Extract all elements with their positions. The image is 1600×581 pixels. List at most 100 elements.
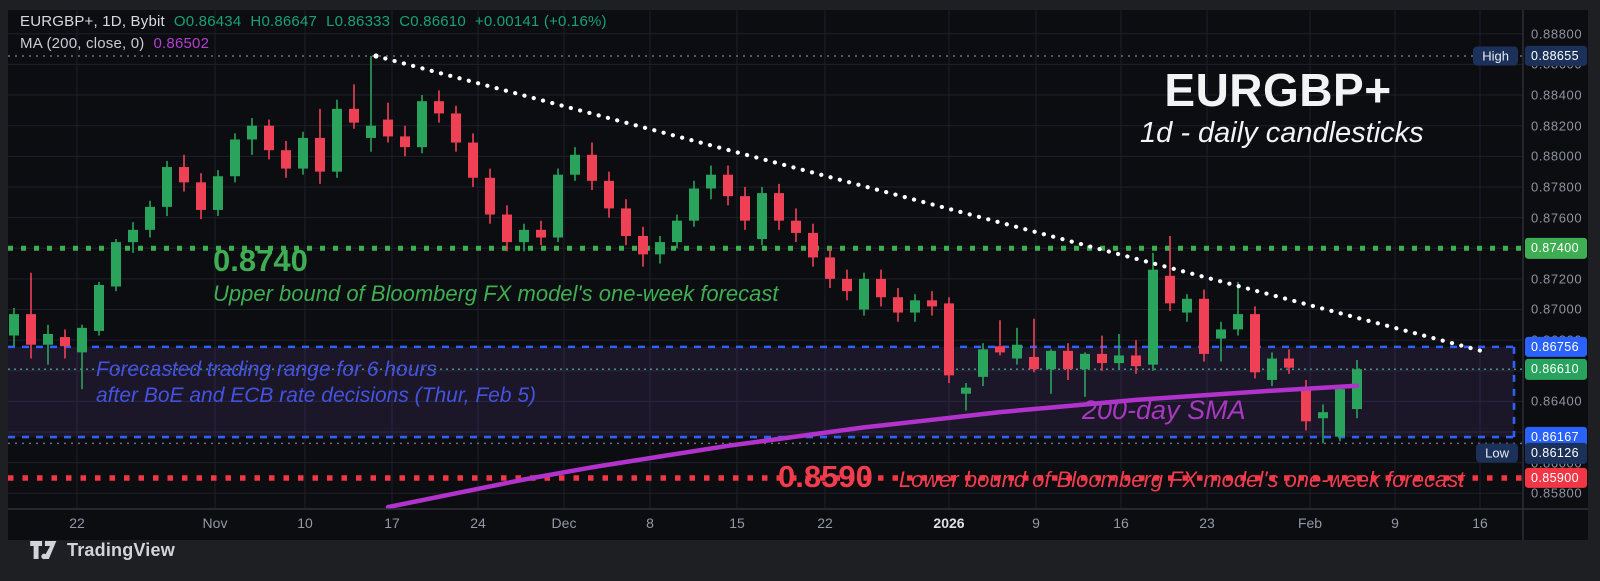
- lower-bound-price: 0.8590: [778, 459, 873, 494]
- candle-body: [553, 174, 563, 238]
- candle-body: [162, 167, 172, 207]
- tradingview-logo-text: TradingView: [67, 540, 175, 560]
- price-badge: 0.86756: [1525, 336, 1587, 358]
- range-box-annotation: Forecasted trading range for 6 hours aft…: [96, 357, 536, 409]
- price-tick: 0.88400: [1531, 87, 1583, 103]
- ohlc-open: O0.86434: [173, 13, 242, 30]
- upper-bound-price: 0.8740: [213, 243, 308, 278]
- price-tick: 0.86400: [1531, 393, 1583, 409]
- tradingview-logo[interactable]: TradingView: [30, 540, 175, 561]
- symbol-legend-row[interactable]: EURGBP+, 1D, Bybit O0.86434 H0.86647 L0.…: [20, 13, 607, 35]
- tradingview-logo-icon: [30, 541, 57, 560]
- ohlc-close: C0.86610: [399, 13, 466, 30]
- time-label: 9: [1391, 515, 1399, 531]
- symbol-legend: EURGBP+, 1D, Bybit O0.86434 H0.86647 L0.…: [20, 13, 607, 57]
- sma-annotation: 200-day SMA: [1082, 395, 1246, 425]
- candle-body: [825, 257, 835, 279]
- price-tick: 0.87200: [1531, 271, 1583, 287]
- candle-body: [808, 232, 818, 258]
- candle-body: [791, 220, 801, 233]
- candle-body: [587, 154, 597, 181]
- candle-body: [1046, 350, 1056, 370]
- low-marker-label: Low: [1476, 443, 1518, 463]
- price-tick: 0.87600: [1531, 210, 1583, 226]
- chart-title-annotation: EURGBP+ 1d - daily candlesticks: [1140, 64, 1424, 150]
- candle-body: [468, 142, 478, 178]
- price-tick: 0.85800: [1531, 485, 1583, 501]
- candle-body: [1301, 389, 1311, 422]
- candle-body: [1114, 355, 1124, 364]
- candle-body: [927, 300, 937, 307]
- candle-body: [213, 176, 223, 210]
- candle-body: [1250, 314, 1260, 373]
- candle-body: [1182, 298, 1192, 313]
- price-tick: 0.88800: [1531, 26, 1583, 42]
- time-label: 22: [817, 515, 833, 531]
- candle-body: [1335, 389, 1345, 437]
- candle-body: [995, 346, 1005, 353]
- candle-body: [1097, 353, 1107, 364]
- ma-value: 0.86502: [153, 35, 210, 52]
- candle-body: [689, 188, 699, 221]
- candle-body: [1318, 412, 1328, 419]
- time-label: 22: [69, 515, 85, 531]
- candle-body: [60, 337, 70, 347]
- candle-body: [128, 229, 138, 243]
- candle-body: [77, 327, 87, 353]
- plot-background: [8, 10, 1588, 540]
- candle-body: [298, 137, 308, 169]
- time-label: 16: [1472, 515, 1488, 531]
- time-label: 10: [297, 515, 313, 531]
- candle-body: [706, 174, 716, 189]
- candle-body: [9, 314, 19, 336]
- chart-title: EURGBP+: [1164, 64, 1392, 116]
- candle-body: [247, 125, 257, 140]
- candle-body: [638, 235, 648, 255]
- candle-body: [536, 229, 546, 238]
- ohlc-low: L0.86333: [326, 13, 391, 30]
- price-badge: 0.87400: [1525, 238, 1587, 259]
- candle-body: [1012, 344, 1022, 359]
- candle-body: [672, 220, 682, 243]
- price-badge: 0.88655: [1525, 45, 1587, 67]
- time-label: 2026: [933, 515, 965, 531]
- time-label: 9: [1032, 515, 1040, 531]
- candle-body: [910, 300, 920, 313]
- candle-body: [502, 214, 512, 243]
- candle-body: [332, 108, 342, 172]
- time-label: 24: [470, 515, 486, 531]
- time-label: Feb: [1297, 515, 1323, 531]
- ma-legend-row[interactable]: MA (200, close, 0) 0.86502: [20, 35, 607, 57]
- candle-body: [859, 278, 869, 310]
- symbol-title[interactable]: EURGBP+, 1D, Bybit: [20, 13, 165, 30]
- candle-body: [978, 349, 988, 377]
- candle-body: [315, 137, 325, 172]
- candle-body: [519, 229, 529, 243]
- trendline-anchor: [373, 53, 379, 59]
- candle-body: [196, 182, 206, 210]
- upper-bound-text: Upper bound of Bloomberg FX model's one-…: [213, 281, 779, 307]
- candle-body: [1165, 275, 1175, 304]
- candle-body: [417, 101, 427, 148]
- range-box-text-line1: Forecasted trading range for 6 hours: [96, 358, 437, 381]
- candle-body: [145, 206, 155, 230]
- time-label: Nov: [202, 515, 228, 531]
- candle-body: [94, 284, 104, 331]
- ohlc-change: +0.00141 (+0.16%): [474, 13, 607, 30]
- price-badge: 0.86126: [1525, 443, 1587, 464]
- candle-body: [570, 154, 580, 175]
- candle-body: [1284, 358, 1294, 368]
- candles-layer: [9, 56, 1362, 444]
- price-badge: 0.86610: [1525, 359, 1587, 380]
- candle-body: [723, 174, 733, 197]
- candle-body: [349, 108, 359, 123]
- price-tick: 0.88200: [1531, 118, 1583, 134]
- candle-body: [621, 208, 631, 236]
- candle-body: [1199, 298, 1209, 354]
- candle-body: [893, 297, 903, 313]
- time-label: 8: [646, 515, 654, 531]
- lower-bound-text: Lower bound of Bloomberg FX model's one-…: [898, 467, 1465, 492]
- ma-label[interactable]: MA (200, close, 0): [20, 35, 145, 52]
